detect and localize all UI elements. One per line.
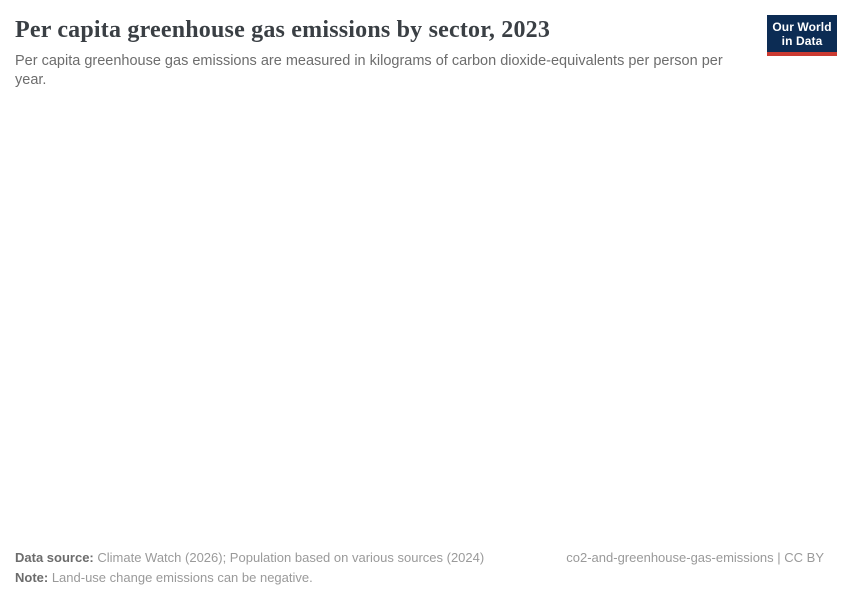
data-source-label: Data source:	[15, 550, 94, 565]
chart-plot-area	[0, 90, 850, 548]
data-source-line: Data source: Climate Watch (2026); Popul…	[15, 548, 484, 568]
owid-logo-text-line2: in Data	[781, 34, 823, 48]
chart-slug-link[interactable]: co2-and-greenhouse-gas-emissions	[566, 550, 774, 565]
note-text: Land-use change emissions can be negativ…	[48, 570, 313, 585]
data-source-text: Climate Watch (2026); Population based o…	[93, 550, 485, 565]
footer-attribution: co2-and-greenhouse-gas-emissions | CC BY	[566, 548, 824, 568]
note-label: Note:	[15, 570, 49, 585]
owid-logo[interactable]: Our World in Data	[767, 15, 837, 56]
chart-footer: Data source: Climate Watch (2026); Popul…	[0, 548, 850, 600]
note-line: Note: Land-use change emissions can be n…	[15, 568, 484, 588]
chart-title: Per capita greenhouse gas emissions by s…	[15, 17, 551, 43]
attribution-separator: |	[773, 550, 785, 565]
chart-subtitle: Per capita greenhouse gas emissions are …	[15, 53, 723, 88]
chart-header: Per capita greenhouse gas emissions by s…	[0, 0, 850, 90]
footer-sources: Data source: Climate Watch (2026); Popul…	[15, 548, 484, 588]
owid-logo-text-line1: Our World	[772, 20, 832, 34]
license-link[interactable]: CC BY	[784, 550, 824, 565]
